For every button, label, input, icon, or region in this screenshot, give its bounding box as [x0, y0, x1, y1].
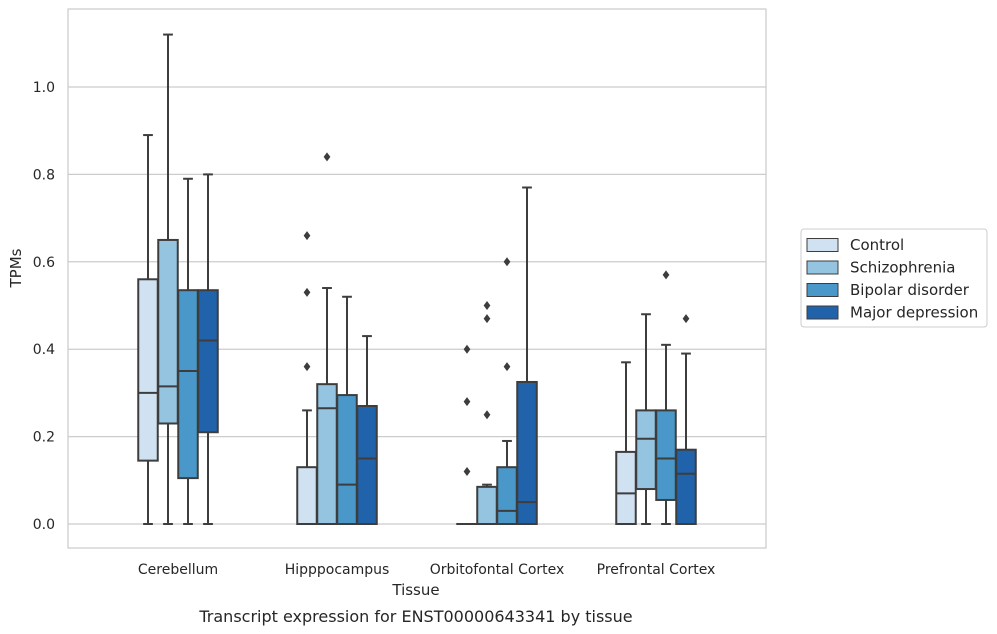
box	[356, 405, 378, 526]
outlier-point	[503, 257, 511, 267]
outlier-point	[303, 231, 311, 241]
box	[655, 409, 677, 501]
box-group	[296, 231, 318, 526]
legend-frame	[800, 228, 988, 328]
box	[137, 278, 159, 462]
box-group	[496, 257, 518, 526]
box-group	[356, 335, 378, 526]
legend: Control Schizophrenia Bipolar disorder Majo…	[800, 228, 988, 328]
box-group	[197, 173, 219, 525]
outlier-point	[483, 301, 491, 310]
outlier-point	[303, 362, 311, 372]
box-group	[655, 270, 677, 525]
box	[675, 448, 697, 525]
box	[336, 394, 358, 525]
outlier-point	[483, 314, 491, 324]
box	[296, 466, 318, 526]
legend-swatch	[806, 283, 839, 297]
box-marks	[137, 33, 697, 526]
y-axis-title: TPMs	[7, 248, 25, 288]
box-group	[456, 344, 478, 526]
box-group	[615, 361, 637, 525]
x-tick-label: Cerebellum	[138, 562, 218, 578]
box	[496, 466, 518, 526]
y-tick-label: 0.0	[33, 517, 55, 533]
outlier-point	[483, 410, 491, 420]
box	[177, 289, 199, 480]
box	[316, 383, 338, 525]
box-group	[137, 134, 159, 525]
y-tick-label: 0.8	[33, 167, 55, 183]
chart-caption: Transcript expression for ENST0000064334…	[198, 607, 632, 626]
box-group	[316, 152, 338, 525]
legend-label: Control	[850, 236, 904, 254]
box	[615, 450, 637, 525]
outlier-point	[463, 467, 471, 477]
outlier-point	[303, 287, 311, 297]
y-tick-label: 0.2	[33, 430, 55, 446]
x-tick-labels: Cerebellum Hipppocampus Orbitofontal Corte…	[138, 562, 715, 578]
legend-swatch	[806, 238, 839, 252]
plot-frame	[67, 8, 767, 549]
x-axis-title: Tissue	[391, 581, 439, 599]
box-group	[177, 177, 199, 525]
box-group	[336, 295, 358, 525]
box	[476, 485, 498, 526]
outlier-point	[682, 314, 690, 324]
box-group	[157, 33, 179, 525]
x-tick-label: Hipppocampus	[285, 562, 390, 578]
legend-swatch	[806, 305, 839, 320]
outlier-point	[662, 270, 670, 280]
x-tick-label: Orbitofontal Cortex	[430, 562, 565, 578]
legend-label: Bipolar disorder	[850, 281, 970, 299]
box-group	[476, 301, 498, 526]
y-tick-label: 0.4	[33, 342, 55, 358]
legend-label: Schizophrenia	[850, 259, 955, 277]
outlier-point	[463, 344, 471, 354]
box-group	[635, 313, 657, 525]
x-tick-label: Prefrontal Cortex	[597, 562, 716, 578]
box	[197, 289, 219, 434]
box-group	[516, 186, 538, 525]
box	[516, 380, 538, 525]
legend-items: Control Schizophrenia Bipolar disorder Majo…	[806, 236, 978, 322]
y-tick-label: 0.6	[33, 255, 55, 271]
y-tick-label: 1.0	[33, 80, 55, 96]
outlier-point	[503, 362, 511, 372]
outlier-point	[463, 397, 471, 407]
box-group	[675, 314, 697, 525]
box	[157, 238, 179, 425]
legend-swatch	[806, 260, 839, 275]
legend-label: Major depression	[850, 304, 978, 322]
box	[635, 409, 657, 491]
outlier-point	[323, 152, 331, 162]
y-tick-labels: 0.0 0.2 0.4 0.6 0.8 1.0	[33, 80, 55, 533]
